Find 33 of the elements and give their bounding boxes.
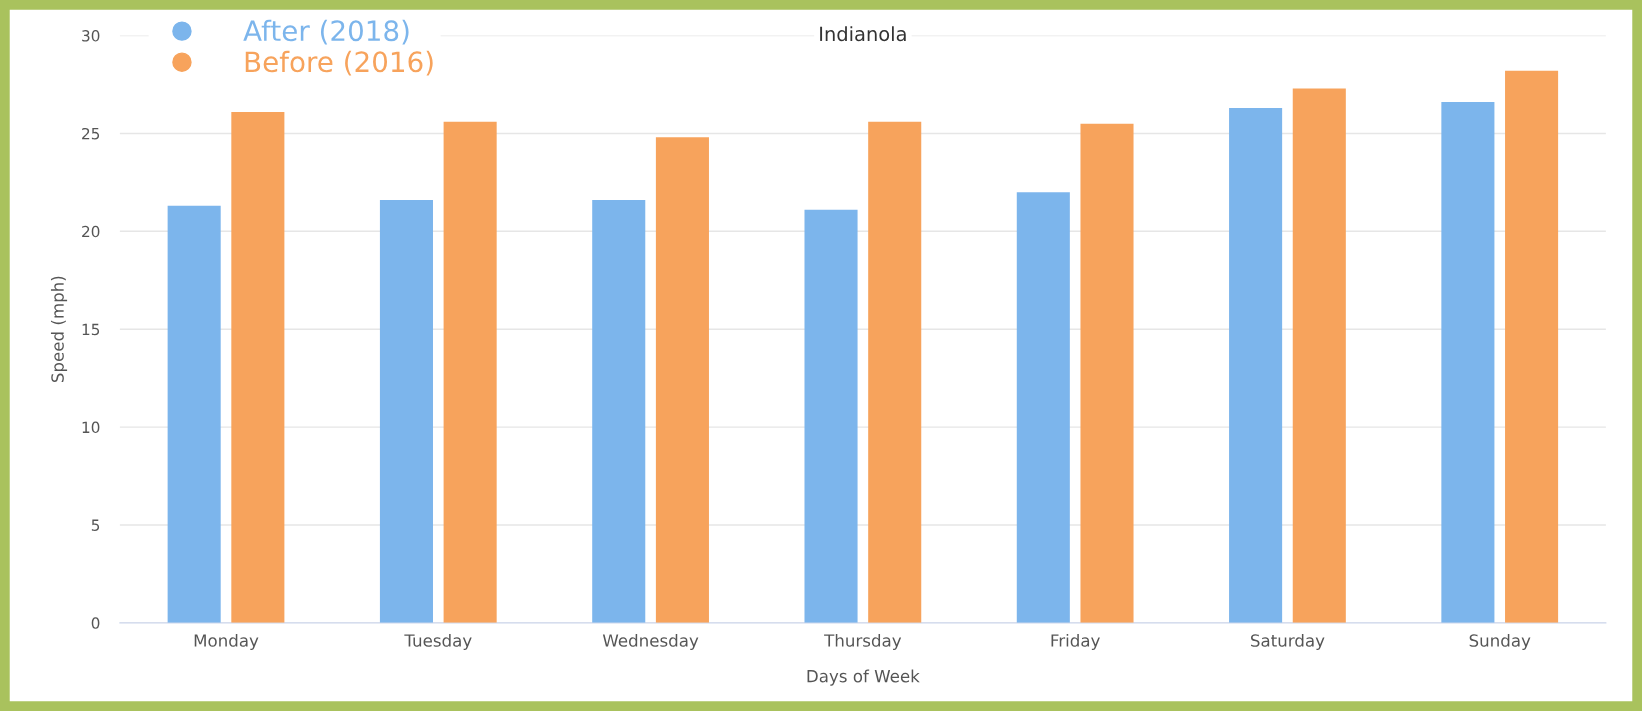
bar xyxy=(804,209,858,623)
y-axis-title: Speed (mph) xyxy=(50,276,68,383)
x-tick-label: Wednesday xyxy=(602,633,699,651)
bar xyxy=(443,121,497,623)
bar xyxy=(379,199,433,623)
bar xyxy=(1505,70,1559,623)
y-tick-label: 20 xyxy=(82,225,100,238)
x-tick-label: Tuesday xyxy=(404,633,472,651)
x-tick-label: Saturday xyxy=(1250,633,1325,651)
y-tick-label: 30 xyxy=(82,30,100,42)
x-tick-label: Thursday xyxy=(824,633,902,651)
bar xyxy=(167,205,221,623)
bar xyxy=(1016,192,1070,623)
y-tick-label: 5 xyxy=(91,519,100,531)
legend-label: Before (2016) xyxy=(245,50,433,76)
x-axis-title: Days of Week xyxy=(807,669,920,686)
legend-label: After (2018) xyxy=(243,19,409,45)
bar xyxy=(231,111,285,623)
bar xyxy=(1080,123,1134,623)
y-tick-label: 25 xyxy=(82,127,100,140)
x-tick-label: Sunday xyxy=(1469,633,1531,651)
bar xyxy=(868,121,922,623)
bar xyxy=(655,137,709,623)
bar xyxy=(592,199,646,623)
bar xyxy=(1292,88,1346,623)
x-tick-label: Friday xyxy=(1051,633,1100,651)
y-tick-label: 0 xyxy=(91,617,100,629)
bar xyxy=(1441,102,1495,623)
chart-title: Indianola xyxy=(820,26,906,42)
y-tick-label: 10 xyxy=(82,421,100,434)
bar xyxy=(1229,107,1283,623)
x-tick-label: Monday xyxy=(194,633,259,651)
y-tick-label: 15 xyxy=(82,323,100,336)
